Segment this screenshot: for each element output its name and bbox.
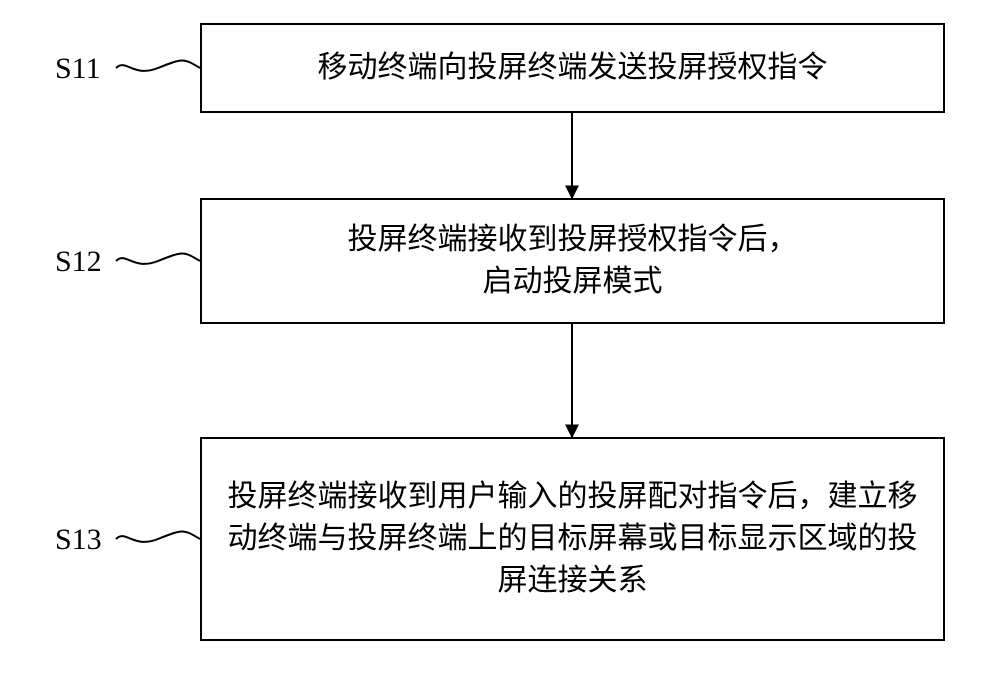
- flow-node-s11: 移动终端向投屏终端发送投屏授权指令: [200, 23, 945, 113]
- step-label-s13: S13: [55, 523, 102, 557]
- step-connector-squiggle: [116, 61, 200, 71]
- flow-node-s13-text: 投屏终端接收到用户输入的投屏配对指令后，建立移动终端与投屏终端上的目标屏幕或目标…: [222, 476, 923, 602]
- step-label-s12: S12: [55, 245, 102, 279]
- flow-node-s11-text: 移动终端向投屏终端发送投屏授权指令: [318, 47, 828, 89]
- flow-node-s12: 投屏终端接收到投屏授权指令后， 启动投屏模式: [200, 198, 945, 324]
- step-connector-squiggle: [116, 532, 200, 542]
- flowchart-canvas: 移动终端向投屏终端发送投屏授权指令 投屏终端接收到投屏授权指令后， 启动投屏模式…: [0, 0, 1000, 681]
- flow-node-s12-text: 投屏终端接收到投屏授权指令后， 启动投屏模式: [348, 219, 798, 303]
- flow-node-s13: 投屏终端接收到用户输入的投屏配对指令后，建立移动终端与投屏终端上的目标屏幕或目标…: [200, 437, 945, 641]
- step-label-s11: S11: [55, 52, 101, 86]
- step-connector-squiggle: [116, 254, 200, 264]
